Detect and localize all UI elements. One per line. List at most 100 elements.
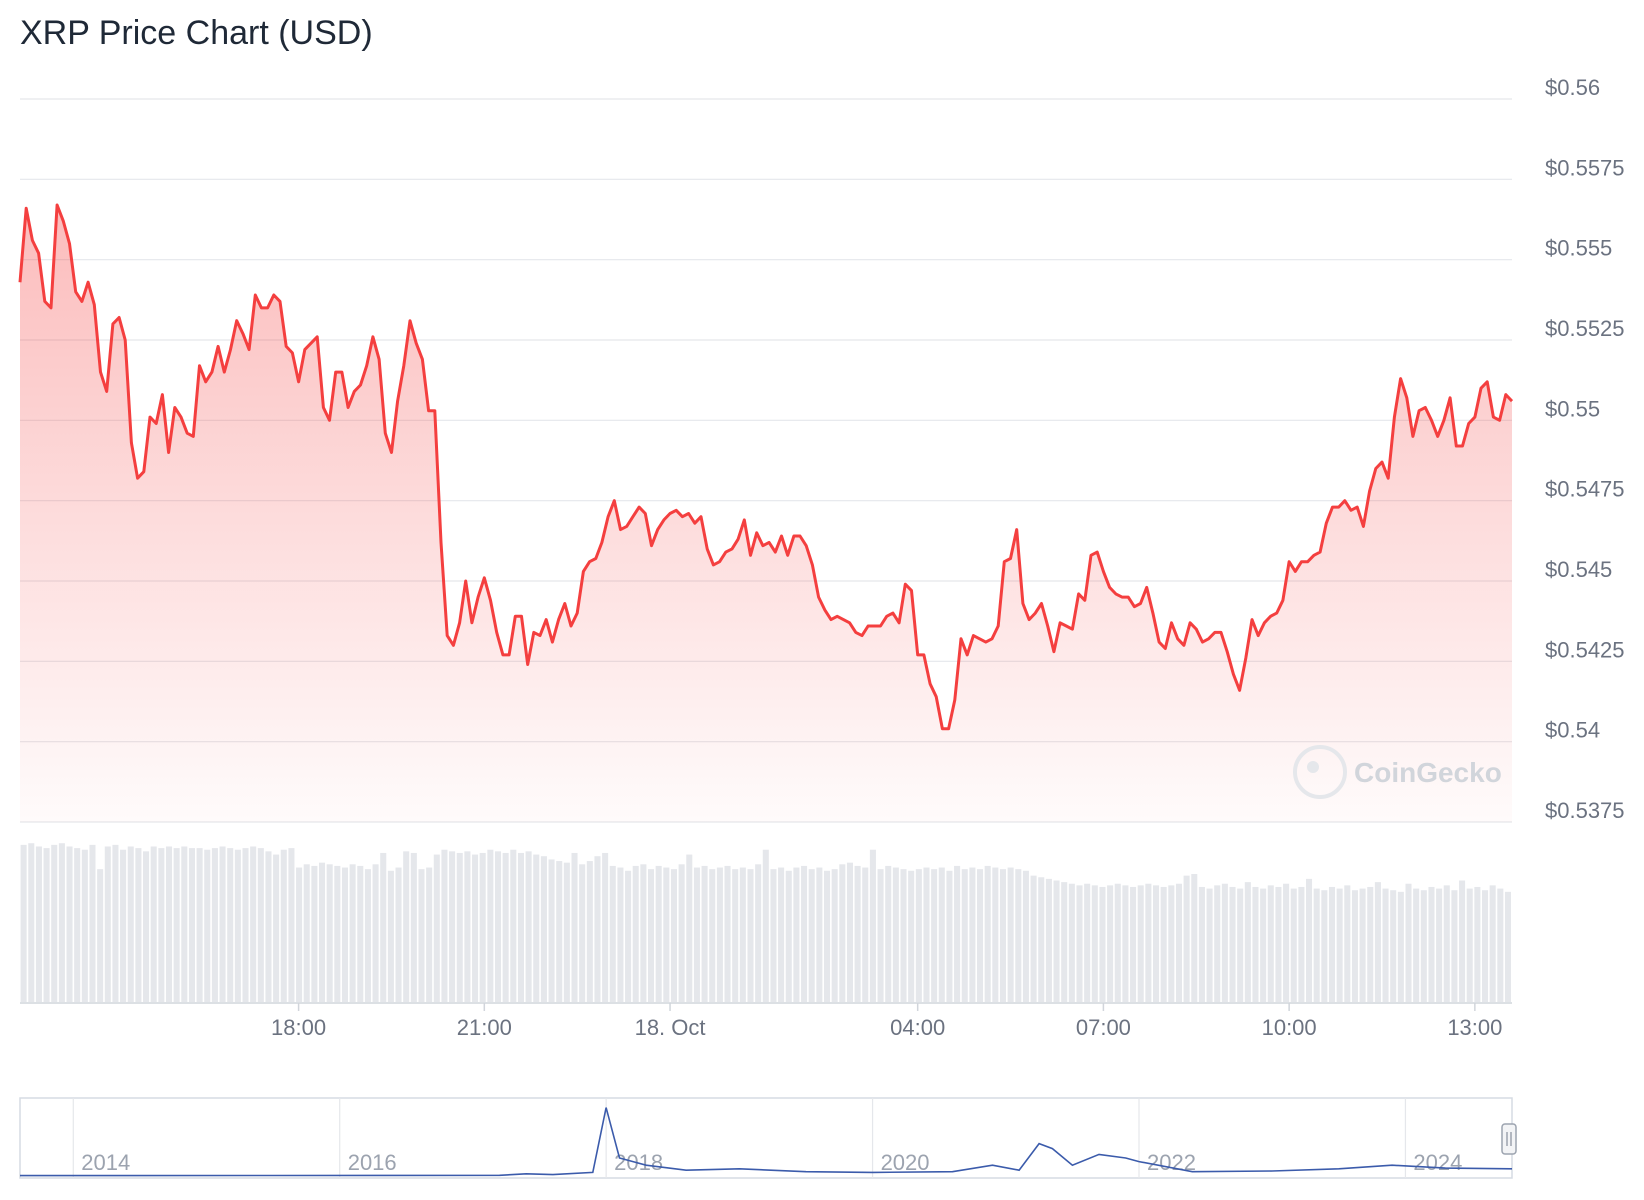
volume-bar [1130,886,1137,1002]
volume-bar [1007,867,1014,1002]
volume-bar [104,846,111,1002]
volume-bar [303,864,310,1002]
volume-bar [1436,888,1443,1002]
volume-bar [1038,877,1045,1002]
volume-bar [51,844,58,1002]
x-tick-label: 18:00 [271,1015,326,1040]
navigator-year-label: 2024 [1413,1150,1462,1175]
volume-bar [296,867,303,1002]
volume-bar [334,865,341,1002]
volume-bar [517,852,524,1002]
volume-bar [349,864,356,1002]
volume-bar [395,867,402,1002]
coingecko-watermark: CoinGecko [1293,745,1502,799]
volume-bar [1160,886,1167,1002]
volume-bar [341,867,349,1002]
volume-bar [219,846,226,1002]
navigator-handle[interactable] [1501,1123,1517,1155]
volume-bar [785,870,792,1002]
volume-bar [143,851,150,1002]
navigator-year-label: 2014 [81,1150,130,1175]
volume-bar [81,849,88,1002]
volume-bar [326,864,333,1002]
volume-bar [1076,885,1083,1002]
volume-bar [1374,882,1381,1002]
volume-bar [877,869,884,1002]
volume-bar [1390,890,1397,1002]
volume-bar [602,852,609,1002]
volume-bar [846,862,853,1002]
volume-bar [1168,885,1175,1002]
y-tick-label: $0.5475 [1545,477,1625,502]
volume-bar [1328,886,1336,1002]
volume-bar [20,844,27,1002]
volume-bar [1237,888,1244,1002]
volume-bar [280,849,287,1002]
y-axis: $0.56 $0.5575 $0.555 $0.5525 $0.55 $0.5475 $0.… [1545,75,1625,823]
volume-bar [1229,886,1236,1002]
volume-bar [594,856,601,1002]
volume-bar [150,846,157,1002]
volume-bar [418,869,425,1002]
volume-bar [732,869,739,1002]
volume-bar [380,852,387,1002]
volume-bar [892,867,899,1002]
volume-bar [265,851,272,1002]
volume-bar [655,865,662,1002]
volume-bar [915,869,922,1002]
volume-bar [854,865,861,1002]
volume-bar [1260,888,1267,1002]
volume-bar [1420,890,1427,1002]
x-axis: 18:00 21:00 18. Oct 04:00 07:00 10:00 13:00 [271,1003,1502,1040]
volume-bar [938,867,945,1002]
volume-bar [426,867,433,1002]
volume-bar [686,854,693,1002]
volume-bar [908,870,915,1002]
volume-bar [1481,890,1489,1002]
volume-bar [158,848,165,1002]
volume-bar [625,870,632,1002]
volume-bar [999,869,1007,1002]
volume-bar [1413,888,1420,1002]
navigator[interactable]: 2014 2016 2018 2020 2022 2024 [19,1097,1517,1179]
volume-bar [510,849,517,1002]
volume-bar [931,869,938,1002]
volume-bar [1053,880,1060,1002]
volume-bar [946,870,953,1002]
volume-bar [387,870,394,1002]
volume-bar [548,859,555,1002]
navigator-year-label: 2020 [881,1150,930,1175]
volume-bar [1137,885,1144,1002]
volume-bar [823,870,831,1002]
volume-bar [1214,885,1221,1002]
volume-bar [58,843,65,1002]
volume-bar [1344,885,1351,1002]
volume-bar [1466,888,1473,1002]
volume-bar [839,864,846,1002]
volume-bar [250,846,257,1002]
volume-bar [28,843,35,1002]
volume-bar [472,854,479,1002]
y-tick-label: $0.56 [1545,75,1600,100]
volume-bar [1175,883,1182,1002]
volume-bar [1397,891,1404,1002]
volume-bar [1244,882,1251,1002]
volume-bars [20,843,1512,1004]
volume-bar [319,862,326,1002]
volume-bar [670,869,678,1002]
volume-bar [1313,888,1320,1002]
volume-bar [525,851,532,1002]
volume-bar [1504,891,1511,1002]
volume-bar [204,849,211,1002]
volume-bar [74,848,81,1002]
volume-bar [556,861,563,1002]
volume-bar [586,861,593,1002]
volume-bar [227,848,234,1002]
volume-bar [479,852,486,1002]
volume-bar [311,865,318,1002]
volume-bar [196,848,203,1002]
volume-bar [869,849,876,1002]
volume-bar [716,867,723,1002]
volume-bar [862,867,869,1002]
